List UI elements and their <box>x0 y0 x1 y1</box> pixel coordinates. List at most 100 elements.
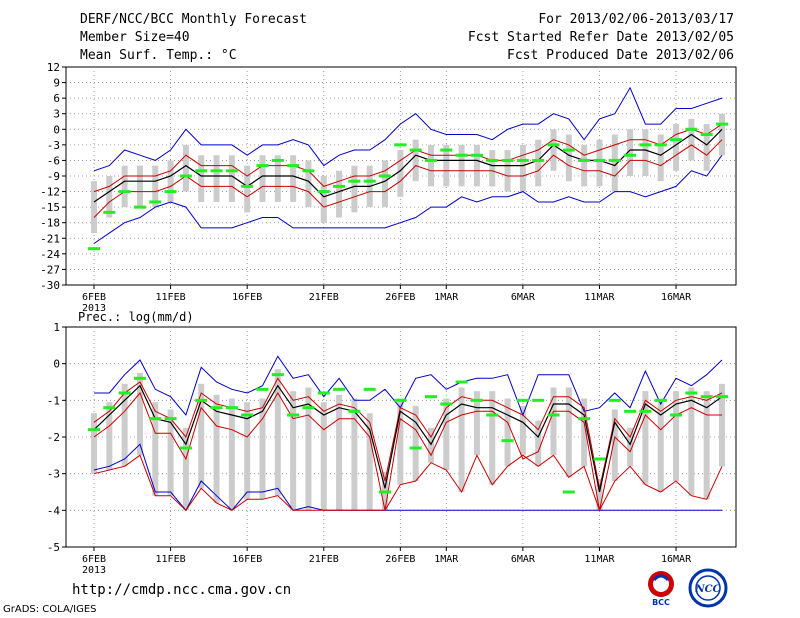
temperature-spread-box <box>167 160 174 202</box>
precipitation-spread-box <box>473 391 480 456</box>
precipitation-observed-mark <box>501 439 514 443</box>
temperature-observed-mark <box>103 210 116 214</box>
precipitation-observed-mark <box>241 413 254 417</box>
temperature-observed-mark <box>348 179 361 183</box>
temperature-spread-box <box>673 124 680 171</box>
precipitation-spread-box <box>336 394 343 511</box>
temperature-spread-box <box>519 144 526 192</box>
temperature-spread-box <box>657 134 664 182</box>
temperature-spread-box <box>581 144 588 187</box>
temperature-spread-box <box>198 155 205 202</box>
precipitation-lower-line <box>93 392 722 511</box>
precipitation-mean-line <box>93 384 723 493</box>
precipitation-xtick-label: 1MAR <box>434 554 459 565</box>
precipitation-spread-box <box>351 398 358 511</box>
precipitation-xtick-sublabel: 2013 <box>82 565 106 576</box>
temperature-spread-box <box>688 118 695 161</box>
precipitation-spread-box <box>703 391 710 500</box>
source-url[interactable]: http://cmdp.ncc.cma.gov.cn <box>72 582 292 598</box>
precipitation-observed-mark <box>88 428 100 432</box>
precipitation-observed-mark <box>470 398 483 402</box>
precipitation-observed-mark <box>256 387 269 391</box>
temperature-xtick-label: 16FEB <box>232 292 262 303</box>
temperature-observed-mark <box>363 179 376 183</box>
precipitation-min-line <box>93 443 722 512</box>
precipitation-spread-box <box>565 387 572 478</box>
temperature-observed-mark <box>164 190 177 194</box>
temperature-observed-mark <box>547 143 560 147</box>
temperature-ytick-label: -30 <box>40 279 60 292</box>
temperature-ytick-label: -27 <box>40 263 60 276</box>
precipitation-xtick-label: 11FEB <box>156 554 186 565</box>
precipitation-spread-box <box>458 387 465 492</box>
temperature-spread-box <box>412 139 419 182</box>
temperature-spread-box <box>443 144 450 187</box>
temperature-observed-mark <box>562 148 575 152</box>
temperature-xtick-label: 1MAR <box>434 292 459 303</box>
precipitation-xtick-label: 16MAR <box>661 554 692 565</box>
temperature-spread-box <box>259 155 266 202</box>
precipitation-spread-box <box>397 398 404 485</box>
precipitation-ytick-label: -2 <box>47 431 60 444</box>
precipitation-spread-box <box>412 405 419 481</box>
temperature-observed-mark <box>532 158 545 162</box>
precipitation-spread-box <box>581 398 588 467</box>
temperature-spread-box <box>565 134 572 182</box>
temperature-ytick-label: 6 <box>53 92 60 105</box>
precipitation-observed-mark <box>348 409 361 413</box>
precipitation-spread-box <box>121 383 128 467</box>
temperature-observed-mark <box>179 174 192 178</box>
temperature-min-line <box>93 154 723 244</box>
temperature-spread-box <box>627 129 634 176</box>
precipitation-spread-box <box>136 372 143 456</box>
precipitation-spread-box <box>259 398 266 500</box>
temperature-spread-box <box>611 134 618 192</box>
temperature-spread-box <box>152 165 159 208</box>
precipitation-spread-box <box>320 402 327 511</box>
precipitation-observed-mark <box>379 490 392 494</box>
temperature-observed-mark <box>256 164 269 168</box>
forecast-period: For 2013/02/06-2013/03/17 <box>538 12 734 27</box>
temperature-ytick-label: -6 <box>47 154 60 167</box>
variable-label: Mean Surf. Temp.: °C <box>80 48 237 63</box>
precipitation-observed-mark <box>455 380 468 384</box>
temperature-observed-mark <box>210 169 223 173</box>
temperature-spread-box <box>719 113 725 156</box>
grads-credit: GrADS: COLA/IGES <box>3 604 97 615</box>
temperature-xtick-label: 16MAR <box>661 292 692 303</box>
svg-text:NCC: NCC <box>694 584 720 595</box>
precipitation-spread-box <box>673 391 680 481</box>
temperature-max-line <box>93 86 723 172</box>
precipitation-spread-box <box>228 398 235 511</box>
svg-text:BCC: BCC <box>652 598 670 607</box>
precipitation-observed-mark <box>424 395 437 399</box>
precipitation-observed-mark <box>287 413 300 417</box>
precipitation-observed-mark <box>317 391 330 395</box>
temperature-spread-box <box>305 160 312 208</box>
temperature-observed-mark <box>317 190 330 194</box>
precipitation-observed-mark <box>532 398 545 402</box>
temperature-ytick-label: -18 <box>40 217 60 230</box>
temperature-observed-mark <box>593 158 606 162</box>
temperature-observed-mark <box>470 153 483 157</box>
temperature-ytick-label: -12 <box>40 186 60 199</box>
precipitation-spread-box <box>504 398 511 467</box>
precipitation-observed-mark <box>562 490 575 494</box>
precipitation-observed-mark <box>271 373 284 377</box>
precipitation-observed-mark <box>179 446 192 450</box>
precipitation-spread-box <box>244 402 251 500</box>
precipitation-ytick-label: 0 <box>53 358 60 371</box>
temperature-observed-mark <box>379 174 392 178</box>
precipitation-observed-mark <box>103 406 116 410</box>
precipitation-observed-mark <box>578 417 591 421</box>
temperature-observed-mark <box>654 143 667 147</box>
member-size: Member Size=40 <box>80 30 190 45</box>
ncc-logo: NCC <box>688 568 728 608</box>
temperature-spread-box <box>397 150 404 197</box>
temperature-observed-mark <box>501 158 514 162</box>
temperature-xtick-label: 26FEB <box>385 292 415 303</box>
temperature-spread-box <box>320 176 327 223</box>
temperature-mean-line <box>93 128 723 203</box>
precipitation-xtick-label: 6MAR <box>511 554 536 565</box>
